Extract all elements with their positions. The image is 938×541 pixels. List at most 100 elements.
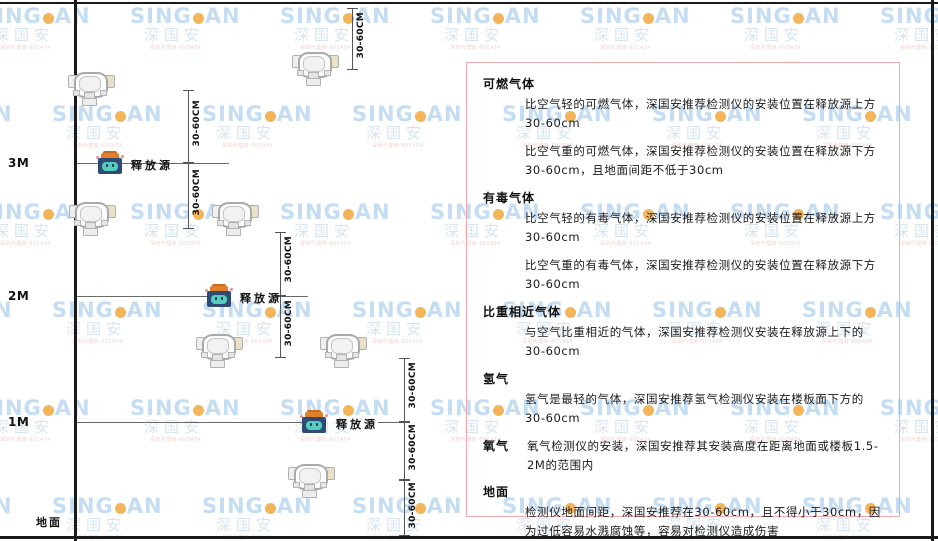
panel-section-paragraph: 比空气轻的有毒气体，深国安推荐检测仪的安装位置在释放源上方30-60cm: [525, 211, 876, 244]
watermark-brand-cn: 深国安: [444, 26, 505, 44]
gas-detector-icon: [196, 330, 243, 370]
watermark-subtext: 深圳代理商-601434: [372, 339, 423, 345]
gas-detector-icon: [320, 330, 367, 370]
panel-section-title: 氧气: [483, 439, 510, 453]
panel-section-title: 有毒气体: [483, 191, 536, 205]
level-line-1m: [77, 422, 302, 423]
watermark-dot-icon: [114, 503, 126, 514]
level-line-3m: [77, 163, 229, 164]
watermark-brand-cn: 深国安: [0, 517, 22, 534]
level-line-2m: [77, 296, 207, 297]
watermark-dot-icon: [192, 13, 204, 24]
watermark-subtext: 深圳代理商-601434: [0, 437, 51, 443]
watermark-subtext: 深圳代理商-601434: [450, 45, 501, 51]
watermark-brand-cn: 深国安: [66, 320, 127, 338]
watermark-dot-icon: [114, 111, 126, 122]
watermark-brand-cn: 深国安: [216, 124, 277, 142]
watermark-brand-cn: 深国安: [366, 516, 427, 534]
watermark-brand-cn: 深国安: [0, 321, 22, 338]
watermark-dot-icon: [792, 13, 804, 24]
panel-section-ground: 地面 检测仪地面间距，深国安推荐在30-60cm，且不得小于30cm，因为过低容易…: [467, 483, 889, 541]
gas-detector-icon: [69, 198, 116, 238]
panel-section-title: 地面: [483, 485, 510, 499]
leader-line-1m: [378, 422, 404, 423]
watermark-dot-icon: [414, 111, 426, 122]
gas-detector-icon: [288, 460, 335, 500]
watermark-subtext: 深圳代理商-601434: [150, 241, 201, 247]
watermark-subtext: 深圳代理商-601434: [150, 45, 201, 51]
watermark-brand-cn: 深国安: [66, 124, 127, 142]
watermark-subtext: 深圳代理商-601434: [0, 142, 22, 149]
watermark-subtext: 深圳代理商-601434: [750, 45, 801, 51]
watermark-subtext: 深圳代理商-601434: [72, 339, 123, 345]
panel-section-title: 氢气: [483, 372, 510, 386]
watermark-subtext: 深圳代理商-601434: [150, 437, 201, 443]
watermark-subtext: 深圳代理商-601434: [300, 437, 351, 443]
watermark-dot-icon: [342, 209, 354, 220]
panel-section-paragraph: 氧气检测仪的安装，深国安推荐其安装高度在距离地面或楼板1.5-2M的范围内: [527, 439, 879, 472]
watermark-subtext: 深圳代理商-601434: [0, 45, 51, 51]
frame-bottom-border: [0, 536, 938, 539]
watermark-dot-icon: [192, 405, 204, 416]
axis-label-3m: 3M: [8, 156, 30, 170]
panel-section-title: 比重相近气体: [483, 305, 562, 319]
source-label: 释放源: [240, 292, 282, 305]
info-panel: 可燃气体比空气轻的可燃气体，深国安推荐检测仪的安装位置在释放源上方30-60cm…: [466, 62, 900, 538]
watermark-brand-cn: 深国安: [294, 222, 355, 240]
watermark-subtext: 深圳代理商-601434: [372, 143, 423, 149]
watermark-dot-icon: [264, 111, 276, 122]
panel-section-paragraph: 氢气是最轻的气体，深国安推荐氢气检测仪安装在楼板面下方的30-60cm: [525, 392, 864, 425]
watermark-dot-icon: [264, 503, 276, 514]
watermark-brand-cn: 深国安: [144, 26, 205, 44]
watermark-brand-cn: 深国安: [66, 516, 127, 534]
axis-label-1m: 1M: [8, 415, 30, 429]
watermark-dot-icon: [42, 13, 54, 24]
watermark-subtext: 深圳代理商-601434: [0, 241, 51, 247]
panel-section-paragraph: 比空气轻的可燃气体，深国安推荐检测仪的安装位置在释放源上方30-60cm: [525, 97, 876, 130]
watermark-subtext: 深圳代理商-601434: [72, 143, 123, 149]
panel-section-paragraph: 与空气比重相近的气体，深国安推荐检测仪安装在释放源上下的30-60cm: [525, 325, 864, 358]
watermark-dot-icon: [42, 405, 54, 416]
frame-right-border: [931, 0, 934, 541]
gas-detector-icon: [212, 198, 259, 238]
watermark-brand-cn: 深国安: [216, 516, 277, 534]
gas-release-source-icon: [300, 410, 328, 434]
gas-release-source-icon: [205, 284, 233, 308]
leader-line-2m: [282, 296, 308, 297]
panel-section-paragraph: 比空气重的有毒气体，深国安推荐检测仪的安装位置在释放源下方30-60cm: [525, 258, 876, 291]
panel-section-flammable-gas: 可燃气体比空气轻的可燃气体，深国安推荐检测仪的安装位置在释放源上方30-60cm…: [467, 75, 889, 180]
watermark-brand-cn: 深国安: [0, 125, 22, 142]
watermark-subtext: 深圳代理商-601434: [222, 143, 273, 149]
source-label: 释放源: [336, 418, 378, 431]
panel-section-title: 可燃气体: [483, 77, 536, 91]
panel-section-paragraph: 比空气重的可燃气体，深国安推荐检测仪的安装位置在释放源下方30-60cm，且地面…: [525, 144, 876, 177]
gas-release-source-icon: [96, 151, 124, 175]
source-label: 释放源: [131, 159, 173, 172]
